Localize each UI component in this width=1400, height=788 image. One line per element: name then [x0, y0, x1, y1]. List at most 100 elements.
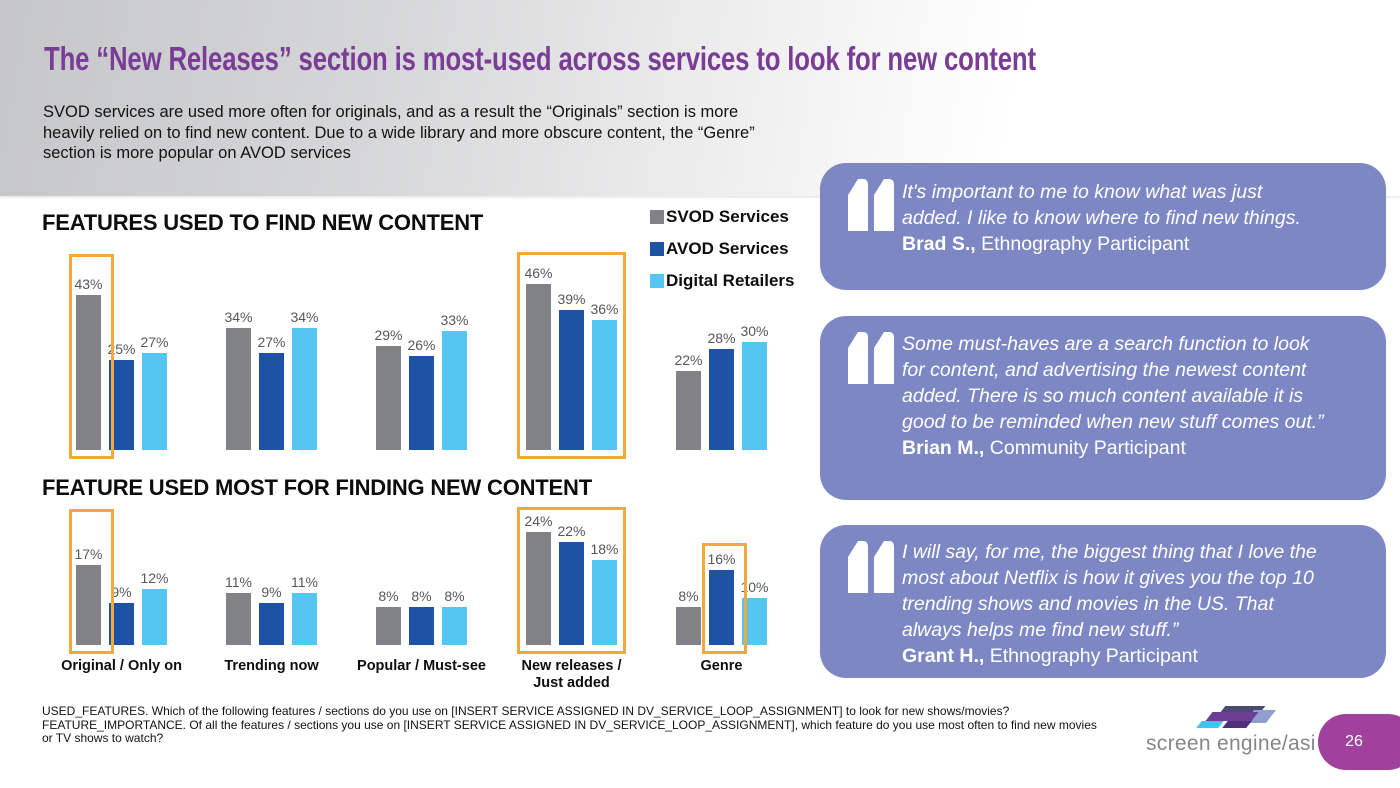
bar-cell: 8%: [409, 588, 434, 645]
quote-attribution: Grant H., Ethnography Participant: [902, 643, 1370, 669]
bar: [376, 607, 401, 645]
bar: [76, 295, 101, 450]
bar-cell: 33%: [440, 312, 469, 450]
legend-item: Digital Retailers: [650, 270, 795, 291]
logo-layer: [1205, 712, 1259, 721]
bar-value-label: 24%: [524, 513, 553, 529]
subtitle-line: section is more popular on AVOD services: [43, 144, 351, 162]
bar-value-label: 11%: [225, 574, 252, 590]
bar: [76, 565, 101, 645]
chart1-title: FEATURES USED TO FIND NEW CONTENT: [42, 210, 484, 235]
bars: 8% 8% 8%: [376, 505, 467, 645]
bar-value-label: 34%: [290, 309, 319, 325]
page-title: The “New Releases” section is most-used …: [44, 40, 1036, 77]
bar-value-label: 46%: [524, 265, 553, 281]
bar-value-label: 8%: [678, 588, 699, 604]
bar: [409, 607, 434, 645]
quote-line: good to be reminded when new stuff comes…: [902, 411, 1324, 433]
quote-author-role: Community Participant: [984, 437, 1186, 459]
bar-group: 8% 8% 8%: [376, 505, 467, 645]
bar-cell: 9%: [259, 584, 284, 645]
bar: [676, 371, 701, 450]
bar-value-label: 8%: [411, 588, 432, 604]
bar-cell: 22%: [557, 523, 586, 645]
bar-group: 22% 28% 30%: [674, 250, 769, 450]
bar-value-label: 27%: [257, 334, 286, 350]
bar: [709, 349, 734, 450]
bar-group: 29% 26% 33%: [374, 250, 469, 450]
bar: [526, 532, 551, 645]
chart2-feature-used-most: 17% 9% 12% 11% 9% 11% 8% 8% 8% 24% 22% 18% 8% 16% 10%: [60, 505, 830, 654]
footnote: USED_FEATURES. Which of the following fe…: [42, 704, 1097, 746]
quote-line: I will say, for me, the biggest thing th…: [902, 541, 1317, 563]
quote-author: Brian M.,: [902, 437, 985, 459]
bar-cell: 29%: [374, 327, 403, 450]
bar: [442, 607, 467, 645]
quote-box: It's important to me to know what was ju…: [820, 163, 1386, 290]
bar-value-label: 33%: [440, 312, 469, 328]
bar-cell: 8%: [676, 588, 701, 645]
bar-group: 8% 16% 10%: [676, 505, 769, 654]
bar-group: 17% 9% 12%: [69, 505, 169, 654]
screen-engine-logo-text: screen engine/asi: [1146, 732, 1316, 755]
bar: [526, 284, 551, 450]
bars: 11% 9% 11%: [225, 505, 318, 645]
bar: [559, 542, 584, 645]
bar-cell: 46%: [524, 265, 553, 450]
quote-attribution: Brian M., Community Participant: [902, 435, 1370, 461]
chart-legend: SVOD Services AVOD Services Digital Retail…: [650, 206, 795, 302]
bar: [742, 342, 767, 450]
bar: [409, 356, 434, 450]
legend-swatch-icon: [650, 273, 664, 288]
bar-cell: 12%: [140, 570, 169, 645]
bar-value-label: 12%: [140, 570, 169, 586]
quote-line: It's important to me to know what was ju…: [902, 181, 1263, 203]
bar-value-label: 8%: [444, 588, 465, 604]
bar-cell: 8%: [376, 588, 401, 645]
bar-value-label: 26%: [407, 337, 436, 353]
bar-cell: 27%: [140, 334, 169, 450]
page-number-badge: 26: [1318, 714, 1400, 770]
bar: [259, 603, 284, 645]
quote-box: I will say, for me, the biggest thing th…: [820, 525, 1386, 678]
footnote-line: or TV shows to watch?: [42, 731, 164, 745]
legend-swatch-icon: [650, 209, 664, 224]
bar-cell: 22%: [674, 352, 703, 450]
bar-cell: 34%: [224, 309, 253, 450]
bar-value-label: 39%: [557, 291, 586, 307]
subtitle-line: heavily relied on to find new content. D…: [43, 123, 755, 142]
bar-value-label: 28%: [707, 330, 736, 346]
legend-label: Digital Retailers: [666, 270, 795, 290]
category-label: New releases / Just added: [521, 658, 622, 691]
bar-cell: 8%: [442, 588, 467, 645]
bars: 43% 25% 27%: [74, 250, 169, 450]
bar-group: 43% 25% 27%: [69, 250, 169, 459]
bar-cell: 36%: [590, 301, 619, 450]
bar-cell: 26%: [407, 337, 436, 450]
quote-text: It's important to me to know what was ju…: [902, 179, 1370, 257]
quote-box: Some must-haves are a search function to…: [820, 316, 1386, 500]
bar: [259, 353, 284, 450]
quote-author: Grant H.,: [902, 645, 985, 667]
bar-value-label: 29%: [374, 327, 403, 343]
bar-value-label: 27%: [140, 334, 169, 350]
bar-value-label: 11%: [291, 574, 318, 590]
bar-value-label: 30%: [740, 323, 769, 339]
category-label: Popular / Must-see: [357, 658, 486, 674]
bar-cell: 27%: [257, 334, 286, 450]
bar-cell: 10%: [740, 579, 769, 645]
category-label: Trending now: [224, 658, 319, 674]
bar: [376, 346, 401, 450]
legend-item: SVOD Services: [650, 206, 795, 227]
bar: [292, 328, 317, 450]
bar-group: 34% 27% 34%: [224, 250, 319, 450]
subtitle-line: SVOD services are used more often for or…: [43, 103, 739, 121]
bar-value-label: 25%: [107, 341, 136, 357]
bars: 24% 22% 18%: [524, 505, 619, 645]
page-number: 26: [1345, 733, 1363, 750]
bar: [109, 360, 134, 450]
quote-line: always helps me find new stuff.”: [902, 619, 1179, 641]
bar-cell: 28%: [707, 330, 736, 450]
bar-cell: 16%: [707, 551, 736, 645]
quote-author: Brad S.,: [902, 233, 976, 255]
